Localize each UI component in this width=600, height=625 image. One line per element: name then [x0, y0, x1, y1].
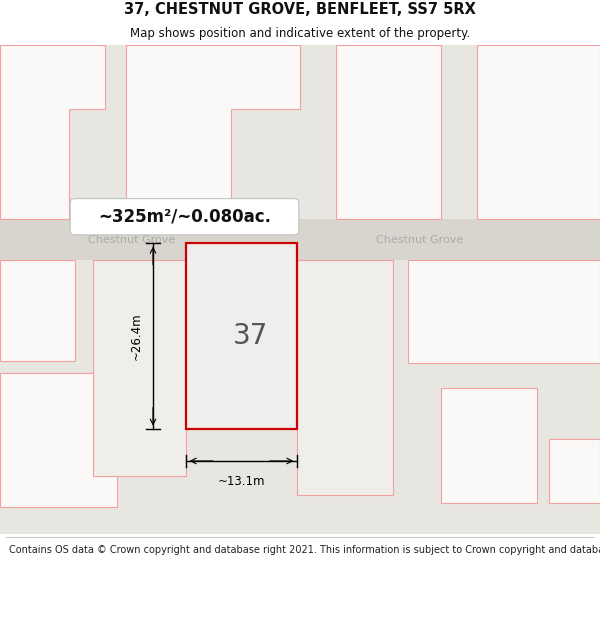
- Text: Contains OS data © Crown copyright and database right 2021. This information is : Contains OS data © Crown copyright and d…: [9, 545, 600, 555]
- Text: Map shows position and indicative extent of the property.: Map shows position and indicative extent…: [130, 28, 470, 40]
- Polygon shape: [186, 243, 297, 429]
- FancyBboxPatch shape: [70, 199, 299, 235]
- Text: Chestnut Grove: Chestnut Grove: [376, 234, 464, 244]
- Polygon shape: [0, 45, 105, 219]
- Polygon shape: [549, 439, 600, 503]
- Bar: [0, 219, 600, 261]
- Text: ~325m²/~0.080ac.: ~325m²/~0.080ac.: [98, 208, 271, 226]
- Polygon shape: [0, 373, 117, 508]
- Polygon shape: [408, 261, 600, 363]
- Text: 37: 37: [233, 322, 268, 350]
- Polygon shape: [477, 45, 600, 219]
- Text: Chestnut Grove: Chestnut Grove: [88, 234, 176, 244]
- Polygon shape: [441, 388, 537, 502]
- Text: ~26.4m: ~26.4m: [130, 312, 143, 360]
- Polygon shape: [336, 45, 441, 219]
- Text: ~13.1m: ~13.1m: [218, 475, 265, 488]
- Text: 37, CHESTNUT GROVE, BENFLEET, SS7 5RX: 37, CHESTNUT GROVE, BENFLEET, SS7 5RX: [124, 1, 476, 16]
- Polygon shape: [0, 261, 75, 361]
- Polygon shape: [297, 261, 393, 495]
- Polygon shape: [93, 261, 186, 476]
- Polygon shape: [126, 45, 300, 219]
